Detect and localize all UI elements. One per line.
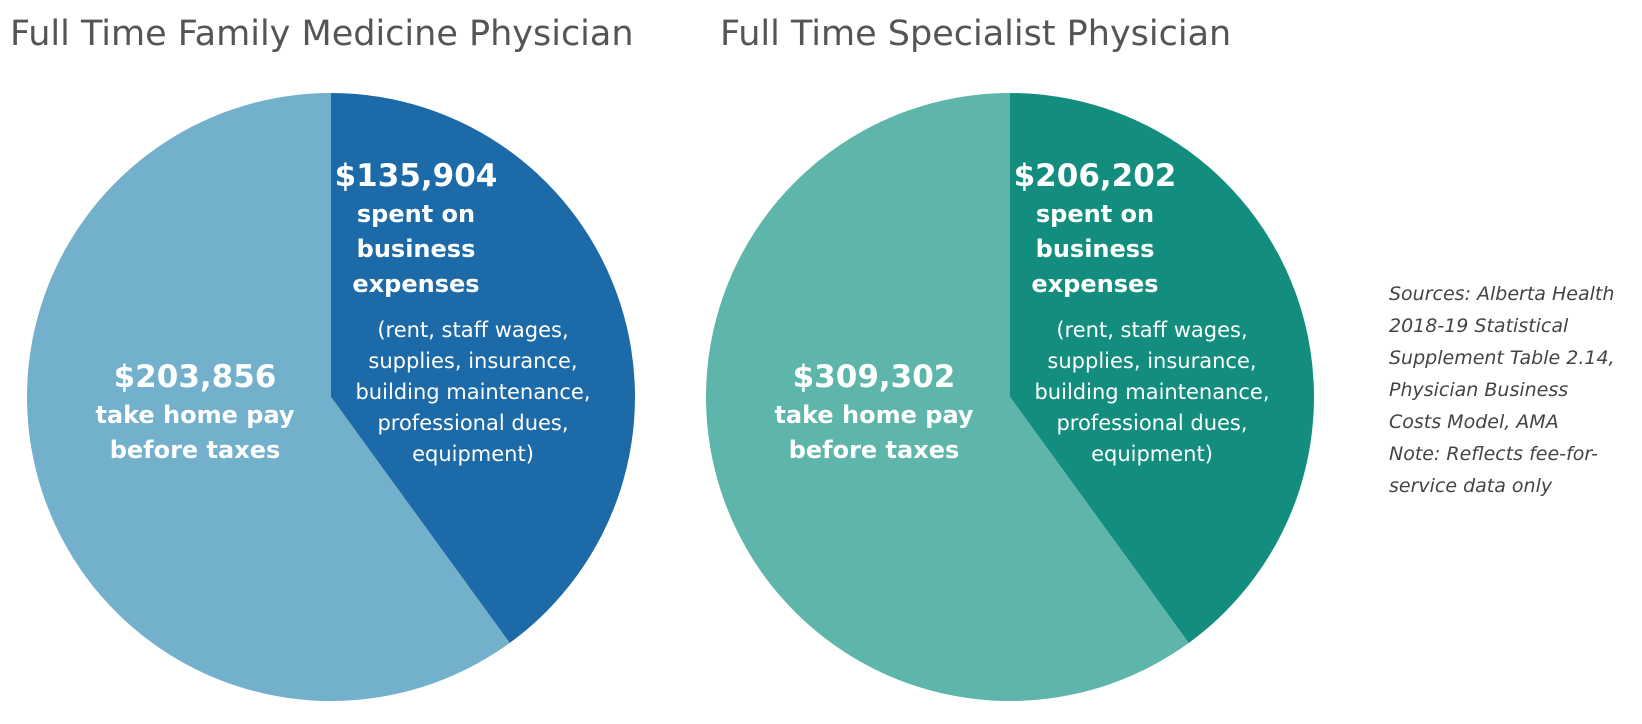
label-take-home-text: before taxes [110, 436, 281, 464]
label-expense-detail: (rent, staff wages, [1056, 318, 1247, 342]
sources-line: Supplement Table 2.14, [1389, 347, 1615, 369]
chart-title-family-medicine: Full Time Family Medicine Physician [10, 14, 634, 54]
sources-line: Costs Model, AMA [1389, 411, 1559, 433]
pie-chart-family-medicine: $135,904 spent on business expenses (rent, s… [27, 93, 636, 701]
label-expense-text: spent on [357, 200, 475, 228]
sources-line: 2018-19 Statistical [1389, 315, 1569, 337]
label-expense-text: business [1036, 235, 1155, 263]
sources-note: Sources: Alberta Health 2018-19 Statisti… [1389, 278, 1639, 502]
label-take-home-amount: $309,302 [793, 359, 956, 395]
label-expense-detail: equipment) [412, 442, 534, 466]
label-expense-detail: building maintenance, [1034, 380, 1269, 404]
pie-chart-specialist: $206,202 spent on business expenses (rent, s… [706, 93, 1315, 702]
label-take-home-amount: $203,856 [114, 359, 277, 395]
label-expense-text: spent on [1036, 200, 1154, 228]
sources-line: Physician Business [1389, 379, 1569, 401]
label-expense-text: expenses [1031, 270, 1158, 298]
chart-title-specialist: Full Time Specialist Physician [720, 14, 1232, 54]
label-expense-detail: supplies, insurance, [368, 349, 577, 373]
label-take-home-text: take home pay [774, 401, 973, 429]
label-expense-detail: building maintenance, [355, 380, 590, 404]
label-expense-amount: $135,904 [335, 158, 498, 194]
pie-slice-family-medicine-business-expenses [331, 93, 636, 643]
label-expense-text: business [357, 235, 476, 263]
label-expense-detail: equipment) [1091, 442, 1213, 466]
pie-slice-specialist-take-home-pay [706, 93, 1189, 702]
label-expense-text: expenses [352, 270, 479, 298]
label-expense-detail: (rent, staff wages, [377, 318, 568, 342]
label-expense-amount: $206,202 [1014, 158, 1177, 194]
label-take-home-text: before taxes [789, 436, 960, 464]
label-expense-detail: supplies, insurance, [1047, 349, 1256, 373]
sources-line: Note: Reflects fee-for- [1389, 443, 1598, 465]
sources-line: Sources: Alberta Health [1389, 283, 1615, 305]
label-expense-detail: professional dues, [377, 411, 568, 435]
pie-slice-family-medicine-take-home-pay [27, 93, 510, 701]
pie-slice-specialist-business-expenses [1010, 93, 1315, 643]
sources-line: service data only [1389, 475, 1553, 497]
label-expense-detail: professional dues, [1056, 411, 1247, 435]
label-take-home-text: take home pay [95, 401, 294, 429]
